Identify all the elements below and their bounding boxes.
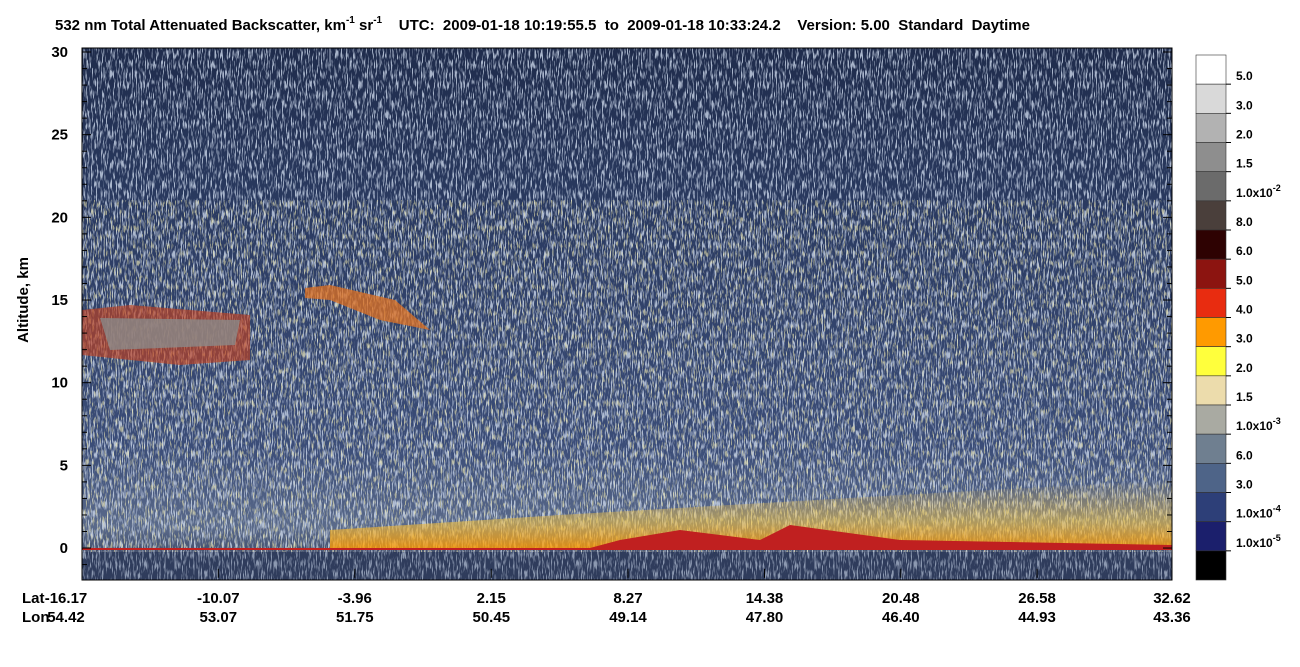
x-tick-label: 32.62	[1153, 590, 1191, 607]
colorbar-label-base: 5.0	[1236, 273, 1253, 287]
colorbar-label-exp: -3	[1273, 416, 1281, 426]
colorbar-label-base: 3.0	[1236, 332, 1253, 346]
backscatter-image	[81, 47, 1173, 581]
lon-tick-label: 43.36	[1153, 609, 1191, 626]
colorbar-label-exp: -5	[1273, 533, 1281, 543]
colorbar-label: 8.0	[1236, 215, 1253, 229]
colorbar-label: 5.0	[1236, 69, 1253, 83]
colorbar-label: 2.0	[1236, 361, 1253, 375]
colorbar-label-base: 6.0	[1236, 448, 1253, 462]
colorbar-label: 3.0	[1236, 478, 1253, 492]
colorbar-label-base: 6.0	[1236, 244, 1253, 258]
colorbar-label: 3.0	[1236, 98, 1253, 112]
lon-tick-label: 50.45	[473, 609, 511, 626]
title-part: UTC: 2009-01-18 10:19:55.5 to 2009-01-18…	[382, 17, 1030, 34]
colorbar-label: 4.0	[1236, 303, 1253, 317]
x-tick-label: -3.96	[338, 590, 372, 607]
lon-tick-label: 54.42	[47, 609, 85, 626]
colorbar-label: 1.5	[1236, 157, 1253, 171]
colorbar-label-base: 3.0	[1236, 478, 1253, 492]
colorbar: 5.03.02.01.51.0x10-28.06.05.04.03.02.01.…	[1195, 54, 1281, 581]
x-tick-label: 20.48	[882, 590, 920, 607]
colorbar-swatch	[1195, 288, 1227, 318]
colorbar-swatch	[1195, 317, 1227, 347]
y-tick-label: 5	[60, 457, 68, 474]
colorbar-label-base: 1.0x10	[1236, 536, 1273, 550]
x-tick-label: -10.07	[197, 590, 240, 607]
colorbar-label-base: 1.0x10	[1236, 507, 1273, 521]
colorbar-label-base: 8.0	[1236, 215, 1253, 229]
colorbar-label-exp: -4	[1273, 504, 1281, 514]
y-axis-label: Altitude, km	[15, 257, 32, 343]
colorbar-swatch	[1195, 113, 1227, 143]
colorbar-label: 5.0	[1236, 273, 1253, 287]
colorbar-label: 3.0	[1236, 332, 1253, 346]
colorbar-label-base: 1.5	[1236, 157, 1253, 171]
colorbar-label-base: 2.0	[1236, 128, 1253, 142]
colorbar-label-exp: -2	[1273, 183, 1281, 193]
colorbar-swatch	[1195, 83, 1227, 114]
x-tick-label: 14.38	[746, 590, 784, 607]
title-part: sr	[355, 17, 374, 34]
colorbar-swatch	[1195, 200, 1227, 231]
lon-tick-label: 51.75	[336, 609, 374, 626]
colorbar-swatch	[1195, 375, 1227, 406]
x-tick-label: -16.17	[45, 590, 88, 607]
colorbar-swatch	[1195, 550, 1227, 581]
colorbar-swatch	[1195, 54, 1227, 85]
colorbar-label: 1.0x10-4	[1236, 504, 1281, 521]
colorbar-label: 1.0x10-5	[1236, 533, 1281, 550]
colorbar-swatch	[1195, 171, 1227, 202]
colorbar-swatch	[1195, 142, 1227, 172]
colorbar-label: 1.0x10-3	[1236, 416, 1281, 433]
x-row-label: Lat	[22, 590, 45, 607]
colorbar-label: 1.5	[1236, 390, 1253, 404]
colorbar-label-base: 1.5	[1236, 390, 1253, 404]
colorbar-label: 6.0	[1236, 244, 1253, 258]
title-part: -1	[346, 15, 355, 26]
y-tick-label: 25	[51, 127, 68, 144]
x-tick-label: 2.15	[477, 590, 506, 607]
title-part: -1	[373, 15, 382, 26]
lon-tick-label: 49.14	[609, 609, 647, 626]
x-tick-label: 8.27	[613, 590, 642, 607]
colorbar-label-base: 1.0x10	[1236, 419, 1273, 433]
colorbar-label: 6.0	[1236, 448, 1253, 462]
colorbar-swatch	[1195, 433, 1227, 464]
y-tick-label: 20	[51, 209, 68, 226]
colorbar-swatch	[1195, 492, 1227, 522]
title-part: 532 nm Total Attenuated Backscatter, km	[55, 17, 346, 34]
x-tick-label: 26.58	[1018, 590, 1056, 607]
colorbar-label-base: 5.0	[1236, 69, 1253, 83]
colorbar-label: 2.0	[1236, 128, 1253, 142]
lon-tick-label: 44.93	[1018, 609, 1056, 626]
colorbar-label-base: 4.0	[1236, 303, 1253, 317]
chart-title: 532 nm Total Attenuated Backscatter, km-…	[55, 15, 1030, 34]
colorbar-swatch	[1195, 521, 1227, 552]
colorbar-swatch	[1195, 258, 1227, 289]
y-tick-label: 10	[51, 375, 68, 392]
colorbar-label: 1.0x10-2	[1236, 183, 1281, 200]
lon-tick-label: 53.07	[200, 609, 238, 626]
colorbar-label-base: 2.0	[1236, 361, 1253, 375]
colorbar-swatch	[1195, 463, 1227, 493]
colorbar-label-base: 3.0	[1236, 98, 1253, 112]
colorbar-swatch	[1195, 229, 1227, 260]
colorbar-label-base: 1.0x10	[1236, 186, 1273, 200]
y-tick-label: 0	[60, 540, 68, 557]
y-tick-label: 15	[51, 292, 68, 309]
lon-tick-label: 46.40	[882, 609, 920, 626]
colorbar-swatch	[1195, 346, 1227, 377]
colorbar-swatch	[1195, 404, 1227, 435]
x-row-label: Lon	[22, 609, 50, 626]
y-tick-label: 30	[51, 44, 68, 61]
lon-tick-label: 47.80	[746, 609, 784, 626]
